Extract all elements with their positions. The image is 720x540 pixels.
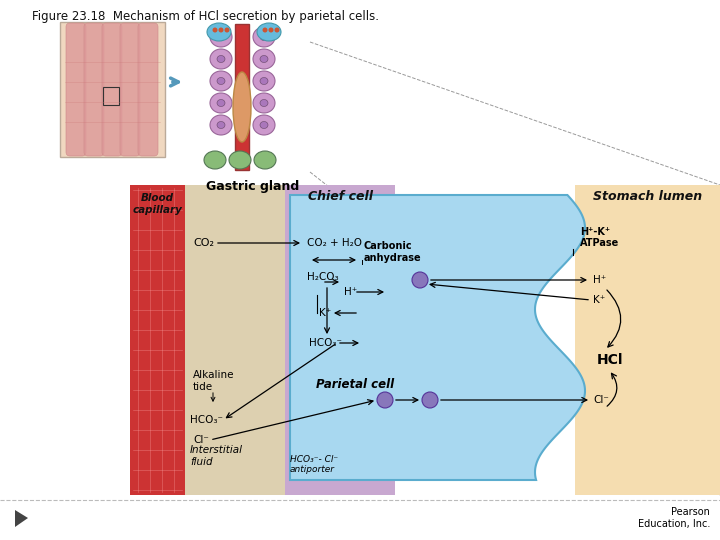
Text: ATPase: ATPase — [580, 238, 619, 248]
FancyBboxPatch shape — [102, 23, 122, 156]
Text: Interstitial
fluid: Interstitial fluid — [190, 445, 243, 467]
Text: Gastric gland: Gastric gland — [206, 180, 299, 193]
Circle shape — [225, 28, 230, 32]
Text: Chief cell: Chief cell — [307, 190, 372, 203]
FancyArrowPatch shape — [607, 373, 617, 406]
Ellipse shape — [210, 71, 232, 91]
Bar — [575, 185, 720, 495]
Text: K⁺: K⁺ — [593, 295, 606, 305]
Ellipse shape — [253, 115, 275, 135]
Bar — [185, 185, 285, 495]
Ellipse shape — [210, 93, 232, 113]
Text: Cl⁻: Cl⁻ — [193, 435, 209, 445]
Ellipse shape — [229, 151, 251, 169]
Ellipse shape — [210, 49, 232, 69]
Ellipse shape — [253, 71, 275, 91]
Ellipse shape — [204, 151, 226, 169]
Ellipse shape — [253, 27, 275, 47]
Bar — [285, 185, 395, 495]
Ellipse shape — [260, 99, 268, 106]
Circle shape — [218, 28, 223, 32]
Text: Blood
capillary: Blood capillary — [132, 193, 182, 214]
Text: Carbonic
anhydrase: Carbonic anhydrase — [364, 241, 422, 263]
Ellipse shape — [207, 23, 231, 41]
FancyBboxPatch shape — [66, 23, 86, 156]
Text: Figure 23.18  Mechanism of HCl secretion by parietal cells.: Figure 23.18 Mechanism of HCl secretion … — [32, 10, 379, 23]
FancyBboxPatch shape — [84, 23, 104, 156]
Circle shape — [422, 392, 438, 408]
Circle shape — [269, 28, 274, 32]
Text: Cl⁻: Cl⁻ — [593, 395, 609, 405]
Circle shape — [377, 392, 393, 408]
FancyArrowPatch shape — [607, 290, 621, 347]
Circle shape — [412, 272, 428, 288]
Text: HCO₃⁻- Cl⁻
antiporter: HCO₃⁻- Cl⁻ antiporter — [290, 455, 338, 475]
Text: H⁺: H⁺ — [344, 287, 357, 297]
Ellipse shape — [217, 122, 225, 129]
Ellipse shape — [233, 72, 251, 142]
Polygon shape — [290, 195, 585, 480]
Ellipse shape — [257, 23, 281, 41]
Ellipse shape — [254, 151, 276, 169]
Text: HCl: HCl — [597, 353, 624, 367]
Ellipse shape — [217, 99, 225, 106]
Circle shape — [274, 28, 279, 32]
Ellipse shape — [253, 93, 275, 113]
Ellipse shape — [260, 33, 268, 40]
Ellipse shape — [210, 115, 232, 135]
Text: H⁺: H⁺ — [593, 275, 606, 285]
Text: HCO₃⁻: HCO₃⁻ — [309, 338, 342, 348]
Text: CO₂ + H₂O: CO₂ + H₂O — [307, 238, 362, 248]
Text: Alkaline
tide: Alkaline tide — [193, 370, 235, 392]
Ellipse shape — [217, 56, 225, 63]
Text: K⁺: K⁺ — [319, 308, 331, 318]
Bar — [130, 185, 185, 495]
Text: Stomach lumen: Stomach lumen — [593, 190, 702, 203]
Text: H⁺-K⁺: H⁺-K⁺ — [580, 227, 610, 237]
Ellipse shape — [260, 122, 268, 129]
FancyBboxPatch shape — [138, 23, 158, 156]
FancyBboxPatch shape — [120, 23, 140, 156]
Text: Parietal cell: Parietal cell — [316, 379, 394, 392]
Text: H₂CO₃: H₂CO₃ — [307, 272, 338, 282]
Ellipse shape — [253, 49, 275, 69]
Text: HCO₃⁻: HCO₃⁻ — [190, 415, 223, 425]
Text: CO₂: CO₂ — [193, 238, 214, 248]
Ellipse shape — [210, 27, 232, 47]
Ellipse shape — [260, 78, 268, 84]
Circle shape — [263, 28, 268, 32]
Ellipse shape — [260, 56, 268, 63]
Ellipse shape — [217, 78, 225, 84]
FancyBboxPatch shape — [60, 22, 165, 157]
Polygon shape — [15, 510, 28, 527]
Bar — [235, 24, 249, 170]
Circle shape — [212, 28, 217, 32]
Ellipse shape — [217, 33, 225, 40]
Text: Pearson
Education, Inc.: Pearson Education, Inc. — [638, 507, 710, 529]
Bar — [103, 87, 119, 105]
